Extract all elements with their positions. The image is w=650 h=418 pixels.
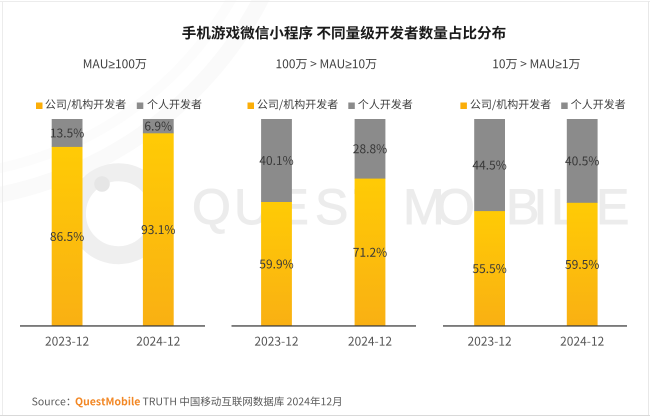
svg-text:QUESTMOBILE: QUESTMOBILE (192, 179, 629, 235)
